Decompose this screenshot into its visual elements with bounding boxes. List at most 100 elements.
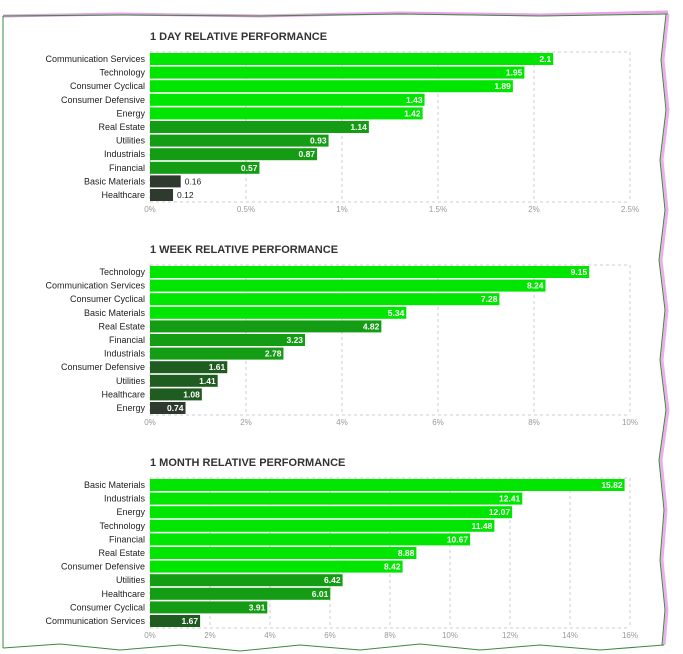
- category-label: Basic Materials: [84, 480, 146, 490]
- bar-value-label: 1.61: [209, 362, 226, 372]
- x-tick-label: 2%: [240, 418, 252, 427]
- bar-1-week-relative-performance-technology[interactable]: [150, 266, 590, 278]
- bar-1-week-relative-performance-financial[interactable]: [150, 334, 306, 346]
- x-tick-label: 1%: [336, 205, 348, 214]
- bar-value-label: 12.41: [499, 494, 521, 504]
- chart-1-day: 0% 0.5% 1% 1.5% 2% 2.5% Communication Services…: [45, 51, 639, 214]
- bar-value-label: 1.67: [182, 616, 199, 626]
- bar-value-label: 0.74: [167, 403, 184, 413]
- bar-1-day-relative-performance-industrials[interactable]: [150, 148, 318, 161]
- bar-value-label: 0.57: [241, 163, 258, 173]
- category-label: Basic Materials: [84, 176, 146, 186]
- bar-1-week-relative-performance-consumer-defensive[interactable]: [150, 361, 228, 374]
- category-label: Financial: [109, 335, 145, 345]
- bar-1-month-relative-performance-technology[interactable]: [150, 519, 495, 532]
- bar-1-week-relative-performance-energy[interactable]: [150, 402, 186, 414]
- x-tick-label: 4%: [264, 631, 276, 640]
- bar-1-day-relative-performance-real-estate[interactable]: [150, 121, 369, 133]
- x-tick-label: 2%: [528, 205, 540, 214]
- x-tick-label: 10%: [442, 631, 458, 640]
- chart-title-1-week: 1 WEEK RELATIVE PERFORMANCE: [150, 244, 339, 256]
- chart-1-month: 0% 2% 4% 6% 8% 10% 12% 14% 16% Basic Materials 15.…: [45, 477, 638, 640]
- bar-1-day-relative-performance-energy[interactable]: [150, 107, 423, 120]
- x-tick-label: 2.5%: [621, 205, 639, 214]
- bar-1-week-relative-performance-real-estate[interactable]: [150, 320, 382, 333]
- x-tick-label: 10%: [622, 418, 638, 427]
- x-tick-label: 6%: [324, 631, 336, 640]
- x-tick-label: 12%: [502, 631, 518, 640]
- category-label: Technology: [99, 521, 145, 531]
- category-label: Financial: [109, 534, 145, 544]
- category-label: Healthcare: [101, 190, 145, 200]
- bar-value-label: 3.91: [249, 602, 266, 612]
- bar-1-week-relative-performance-consumer-cyclical[interactable]: [150, 293, 500, 306]
- x-tick-label: 8%: [384, 631, 396, 640]
- category-label: Real Estate: [98, 548, 145, 558]
- x-tick-label: 0.5%: [237, 205, 255, 214]
- category-label: Consumer Defensive: [61, 95, 145, 105]
- bar-1-week-relative-performance-healthcare[interactable]: [150, 388, 202, 401]
- x-tick-label: 0%: [144, 205, 156, 214]
- category-label: Healthcare: [101, 389, 145, 399]
- bar-1-month-relative-performance-energy[interactable]: [150, 506, 513, 519]
- frame-border-top-inner: [2, 13, 669, 17]
- category-label: Energy: [116, 507, 145, 517]
- bar-value-label: 1.95: [506, 68, 523, 78]
- x-tick-label: 0%: [144, 631, 156, 640]
- category-label: Consumer Defensive: [61, 362, 145, 372]
- bar-value-label: 8.88: [398, 548, 415, 558]
- category-label: Consumer Cyclical: [70, 81, 145, 91]
- bar-value-label: 1.08: [183, 389, 200, 399]
- bar-1-day-relative-performance-consumer-cyclical[interactable]: [150, 80, 513, 93]
- bar-value-label: 3.23: [286, 335, 303, 345]
- frame-border-bottom: [2, 643, 665, 652]
- category-label: Industrials: [104, 149, 146, 159]
- bar-value-label: 5.34: [388, 308, 405, 318]
- bar-1-day-relative-performance-basic-materials[interactable]: [150, 175, 181, 188]
- x-tick-label: 2%: [204, 631, 216, 640]
- bar-1-month-relative-performance-communication-services[interactable]: [150, 615, 201, 627]
- category-label: Healthcare: [101, 589, 145, 599]
- bar-value-label: 0.12: [177, 190, 194, 200]
- bar-1-week-relative-performance-communication-services[interactable]: [150, 279, 546, 292]
- bar-1-day-relative-performance-healthcare[interactable]: [150, 189, 174, 201]
- bar-value-label: 0.16: [185, 176, 202, 186]
- frame-border-top: [2, 10, 669, 18]
- bar-1-day-relative-performance-communication-services[interactable]: [150, 53, 554, 65]
- bar-1-month-relative-performance-financial[interactable]: [150, 533, 471, 546]
- bar-value-label: 7.28: [481, 294, 498, 304]
- bar-1-day-relative-performance-financial[interactable]: [150, 161, 260, 174]
- bar-value-label: 8.24: [527, 281, 544, 291]
- bar-1-month-relative-performance-utilities[interactable]: [150, 574, 343, 587]
- x-tick-label: 1.5%: [429, 205, 447, 214]
- category-label: Industrials: [104, 349, 146, 359]
- bar-1-month-relative-performance-healthcare[interactable]: [150, 587, 331, 600]
- bar-1-month-relative-performance-industrials[interactable]: [150, 492, 523, 505]
- bar-1-day-relative-performance-technology[interactable]: [150, 66, 525, 79]
- x-tick-label: 0%: [144, 418, 156, 427]
- frame-border-right: [659, 13, 670, 646]
- category-label: Energy: [116, 108, 145, 118]
- chart-1-week: 0% 2% 4% 6% 8% 10% Technology 9.15 Communication…: [45, 264, 638, 427]
- bar-1-week-relative-performance-utilities[interactable]: [150, 374, 218, 387]
- category-label: Real Estate: [98, 321, 145, 331]
- chart-title-1-month: 1 MONTH RELATIVE PERFORMANCE: [150, 457, 346, 469]
- frame-border-right-inner: [658, 13, 667, 646]
- bar-1-month-relative-performance-basic-materials[interactable]: [150, 479, 625, 491]
- category-label: Communication Services: [45, 616, 145, 626]
- bar-1-month-relative-performance-consumer-defensive[interactable]: [150, 560, 403, 573]
- bar-1-month-relative-performance-consumer-cyclical[interactable]: [150, 601, 268, 614]
- category-label: Communication Services: [45, 54, 145, 64]
- bar-value-label: 1.41: [199, 376, 216, 386]
- bar-1-week-relative-performance-basic-materials[interactable]: [150, 306, 407, 319]
- bar-value-label: 4.82: [363, 321, 380, 331]
- bar-1-month-relative-performance-real-estate[interactable]: [150, 547, 417, 559]
- bar-1-day-relative-performance-consumer-defensive[interactable]: [150, 93, 425, 106]
- bar-1-day-relative-performance-utilities[interactable]: [150, 134, 329, 147]
- category-label: Consumer Cyclical: [70, 602, 145, 612]
- bar-value-label: 8.42: [384, 562, 401, 572]
- x-tick-label: 16%: [622, 631, 638, 640]
- bar-value-label: 2.78: [265, 349, 282, 359]
- bar-1-week-relative-performance-industrials[interactable]: [150, 347, 284, 360]
- bar-value-label: 6.01: [312, 589, 329, 599]
